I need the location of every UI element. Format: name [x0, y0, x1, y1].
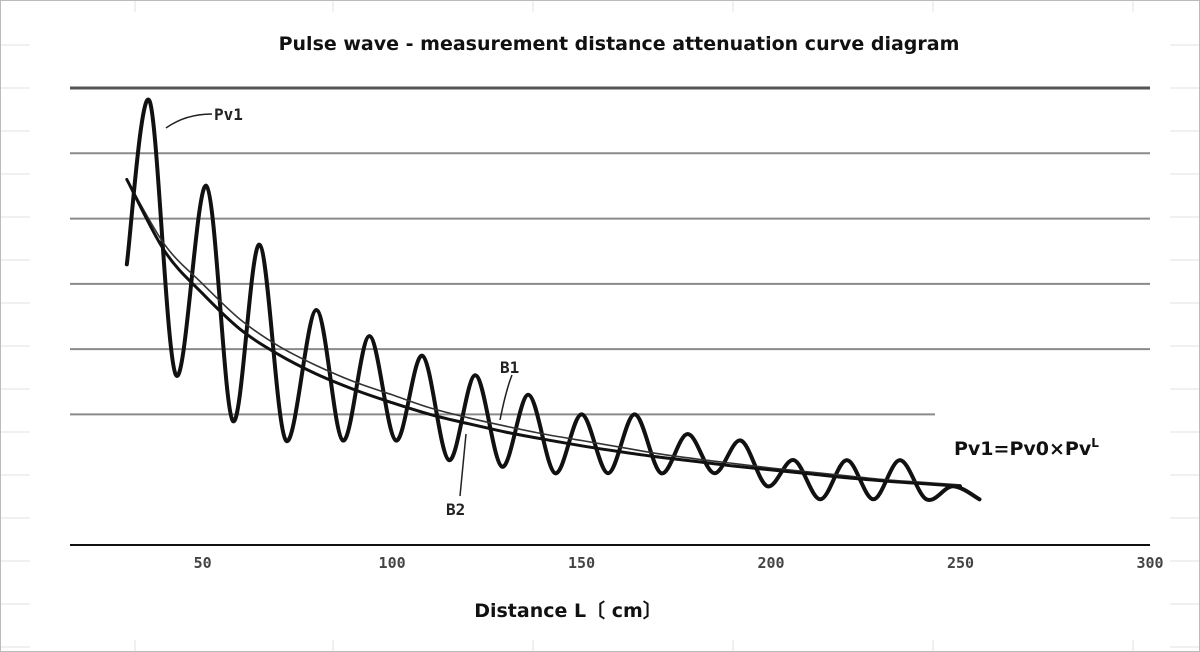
b2-annotation: B2: [446, 500, 465, 519]
series-layer: [124, 97, 982, 502]
annotations: Pv1 B1 B2: [165, 105, 519, 519]
b2-leader-line: [459, 433, 467, 497]
pv1-annotation: Pv1: [214, 105, 243, 124]
x-tick-250: 250: [947, 554, 974, 572]
x-tick-300: 300: [1136, 554, 1163, 572]
formula-term: Pv: [1065, 438, 1092, 460]
series-b2-line: [125, 177, 962, 488]
x-tick-150: 150: [568, 554, 595, 572]
formula-label: Pv1=Pv0×PvL: [954, 436, 1099, 460]
x-tick-200: 200: [758, 554, 785, 572]
series-b1-line: [126, 178, 962, 486]
series-pv1-line: [124, 97, 982, 502]
x-tick-labels: 50 100 150 200 250 300: [194, 554, 1164, 572]
formula-exponent: L: [1091, 436, 1099, 450]
formula-base: Pv1=Pv0: [954, 438, 1049, 460]
horizontal-gridlines: [70, 86, 1150, 416]
b1-annotation: B1: [500, 358, 519, 377]
x-tick-100: 100: [379, 554, 406, 572]
chart-title: Pulse wave - measurement distance attenu…: [279, 33, 960, 55]
formula-operator: ×: [1049, 438, 1065, 460]
x-tick-50: 50: [194, 554, 212, 572]
x-axis-label: Distance L〔 cm〕: [474, 599, 662, 622]
pv1-leader-line: [165, 113, 213, 129]
b1-leader-line: [499, 374, 513, 421]
